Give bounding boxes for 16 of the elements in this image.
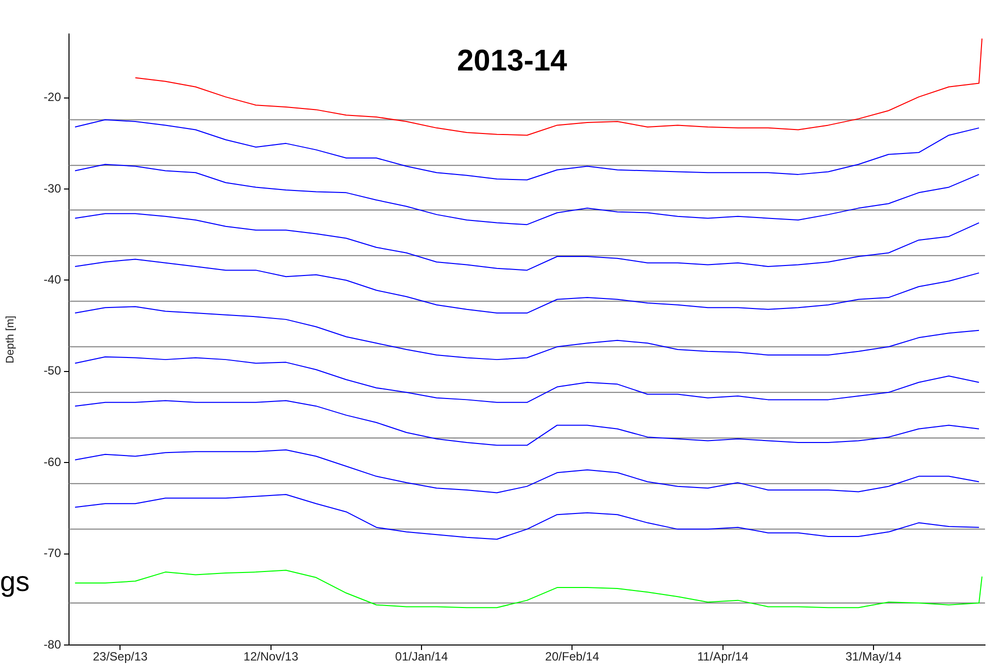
x-tick-label: 20/Feb/14 [545,650,600,664]
x-tick-label: 11/Apr/14 [697,650,749,664]
x-tick-label: 01/Jan/14 [395,650,448,664]
y-tick-label: -20 [44,90,62,104]
y-tick-label: -30 [44,181,62,196]
y-axis-title: Depth [m] [4,316,17,364]
x-tick-label: 31/May/14 [845,650,902,664]
y-tick-label: -80 [44,637,62,652]
y-tick-label: -70 [44,546,62,560]
y-tick-label: -60 [44,454,62,469]
y-tick-label: -40 [44,272,62,287]
y-tick-label: -50 [44,364,62,378]
x-tick-label: 12/Nov/13 [244,650,299,664]
text: gs [0,566,30,598]
chart-title: 2013-14 [456,44,568,78]
x-tick-label: 23/Sep/13 [92,650,148,664]
